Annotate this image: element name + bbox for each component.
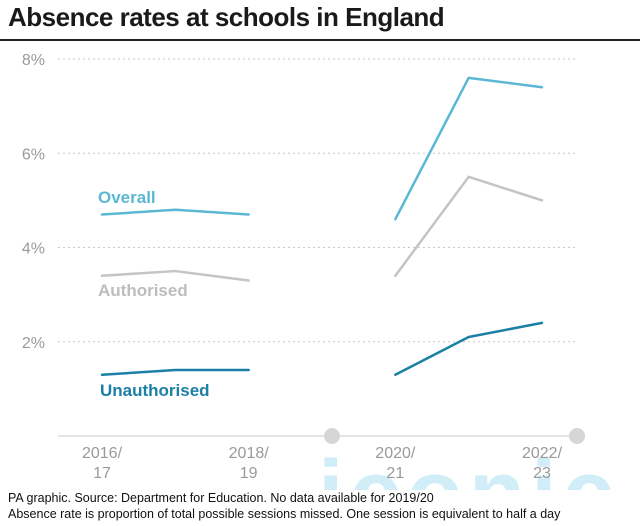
series-line-authorised-segment-2 <box>394 175 544 278</box>
y-tick-label: 6% <box>22 146 45 163</box>
series-line-unauthorised-segment-1 <box>100 368 250 376</box>
x-tick-label: 2020/21 <box>375 445 416 482</box>
footer: PA graphic. Source: Department for Educa… <box>8 490 560 522</box>
definition-note: Absence rate is proportion of total poss… <box>8 507 561 521</box>
y-axis: 8% 6% 4% 2% <box>22 52 45 352</box>
chart-title: Absence rates at schools in England <box>8 2 445 32</box>
gap-marker <box>324 428 340 444</box>
source-note: PA graphic. Source: Department for Educa… <box>8 491 434 505</box>
gap-markers <box>324 428 585 444</box>
y-tick-label: 2% <box>22 335 45 352</box>
series-labels: Overall Authorised Unauthorised <box>98 188 210 400</box>
series-line-unauthorised-segment-2 <box>394 321 544 376</box>
x-tick-label: 2022/23 <box>522 445 563 482</box>
x-tick-label: 2016/17 <box>82 445 123 482</box>
series-line-overall-segment-1 <box>100 208 250 216</box>
title-rule <box>0 39 640 41</box>
series <box>100 76 544 376</box>
y-tick-label: 4% <box>22 241 45 258</box>
series-line-overall-segment-2 <box>394 76 544 221</box>
watermark-text: iconic <box>318 442 620 490</box>
y-tick-label: 8% <box>22 52 45 69</box>
series-label-authorised: Authorised <box>98 281 188 300</box>
line-chart: iconic 8% 6% 4% 2% 2016/17 2018/19 2020/21 202… <box>22 52 620 490</box>
x-axis: 2016/17 2018/19 2020/21 2022/23 <box>82 445 563 482</box>
end-marker <box>569 428 585 444</box>
grid <box>58 58 578 437</box>
series-line-authorised-segment-1 <box>100 269 250 282</box>
series-label-overall: Overall <box>98 188 156 207</box>
x-tick-label: 2018/19 <box>229 445 270 482</box>
watermark: iconic <box>318 442 620 490</box>
series-label-unauthorised: Unauthorised <box>100 381 210 400</box>
